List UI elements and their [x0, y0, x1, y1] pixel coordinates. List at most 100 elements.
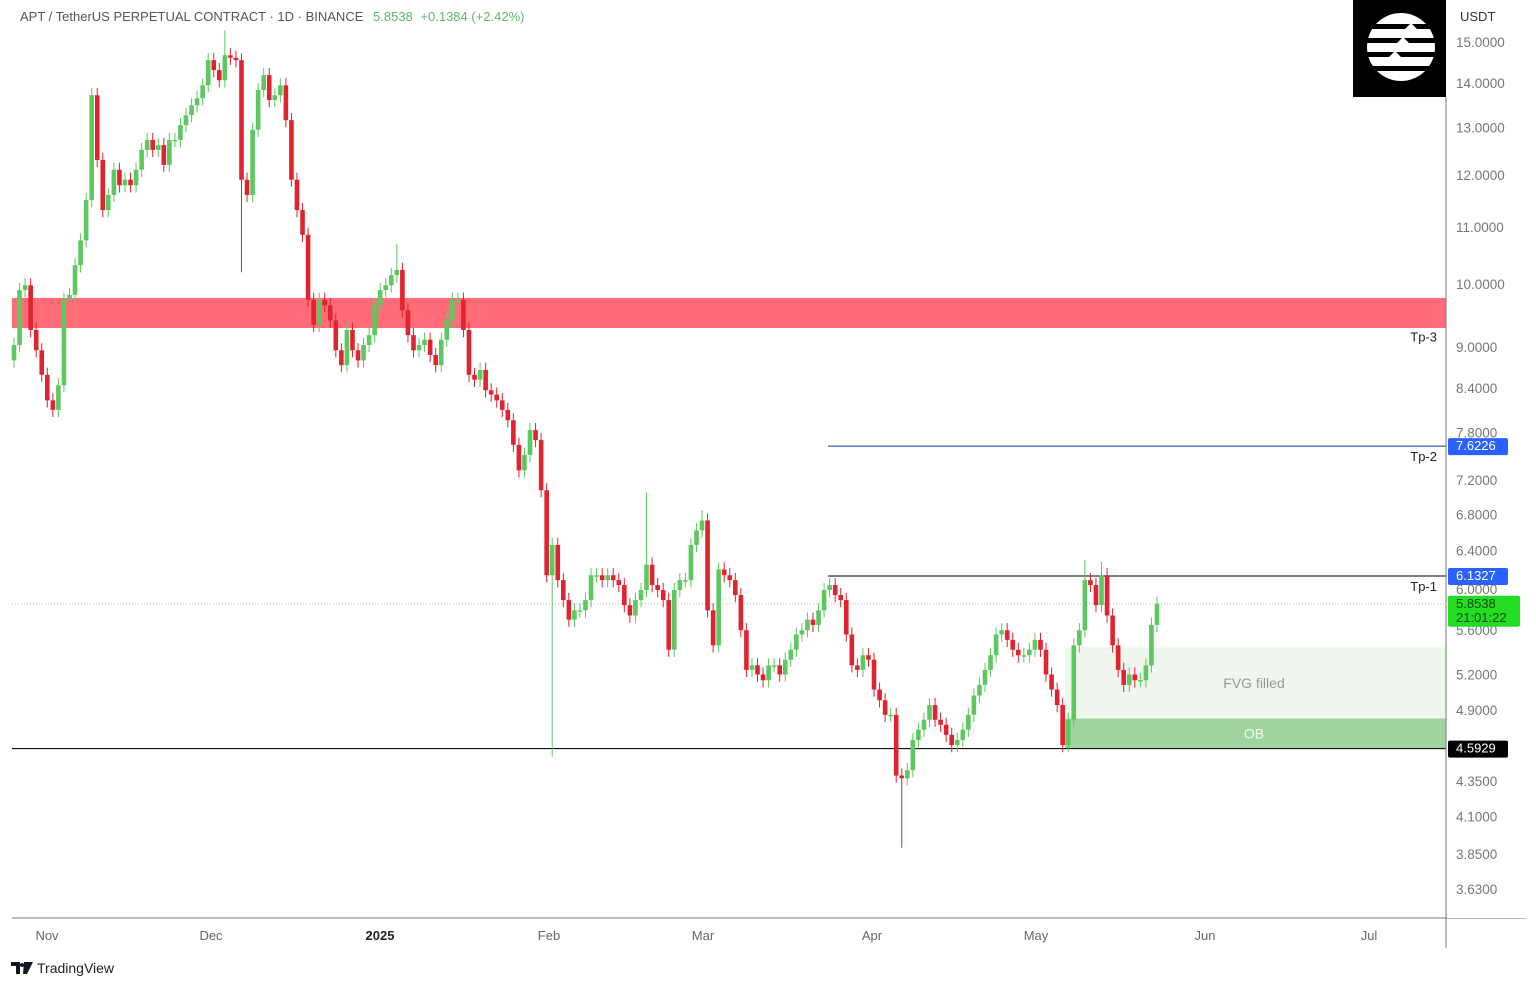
candle-body — [389, 275, 394, 286]
candle — [677, 573, 683, 598]
candle-body — [549, 544, 555, 576]
candle-body — [949, 734, 955, 746]
candle — [394, 243, 400, 283]
candle — [50, 393, 56, 418]
x-tick-label: Mar — [692, 928, 715, 943]
candle — [954, 732, 960, 753]
candle-body — [655, 585, 660, 591]
candle — [744, 623, 749, 678]
candle-body — [372, 305, 377, 336]
candle-body — [1015, 649, 1021, 656]
candle — [982, 662, 988, 693]
candles — [11, 30, 1160, 848]
candle — [511, 413, 516, 452]
candle-body — [122, 179, 128, 186]
candle-body — [666, 600, 672, 650]
candle-body — [1093, 585, 1099, 606]
candle-body — [167, 139, 172, 165]
candle-body — [427, 339, 433, 355]
candle-body — [477, 369, 483, 380]
candle-body — [94, 95, 100, 160]
candle-body — [194, 98, 200, 106]
candle-body — [1065, 719, 1071, 746]
candle — [72, 258, 78, 303]
ob-zone — [1065, 718, 1446, 749]
candle — [333, 313, 339, 358]
candle — [577, 603, 583, 618]
candle — [805, 612, 810, 638]
y-tick-label: 4.3500 — [1456, 774, 1497, 789]
candle — [666, 592, 672, 657]
candle — [855, 658, 860, 678]
candle-body — [733, 580, 738, 596]
candle-body — [688, 544, 694, 581]
candle — [738, 587, 744, 638]
tradingview-branding[interactable]: TradingView — [11, 960, 114, 976]
candle-body — [211, 60, 217, 71]
candle — [533, 422, 538, 448]
candle — [161, 138, 167, 173]
candle — [705, 513, 710, 618]
last-price: 5.8538 — [373, 9, 413, 24]
candle — [1143, 658, 1149, 688]
candle-body — [433, 354, 438, 366]
candle-body — [877, 689, 882, 701]
tp-1-price-badge — [1448, 567, 1508, 585]
candle-body — [272, 95, 278, 101]
candle-body — [139, 149, 144, 170]
y-tick-label: 13.0000 — [1456, 120, 1505, 135]
candle-body — [255, 90, 261, 130]
candle — [44, 367, 50, 408]
candle — [433, 347, 438, 373]
candle-body — [633, 600, 638, 616]
candle — [17, 282, 22, 353]
candle-body — [766, 665, 771, 681]
candle — [782, 652, 788, 682]
candle-body — [450, 299, 455, 321]
y-tick-label: 6.4000 — [1456, 543, 1497, 558]
candle — [1015, 642, 1021, 663]
candle — [938, 712, 943, 732]
candle-body — [1126, 674, 1132, 685]
candle — [943, 717, 949, 743]
candle-body — [1099, 575, 1104, 606]
current-price-badge-text: 5.8538 — [1456, 596, 1496, 611]
candle — [721, 562, 727, 583]
candle-body — [67, 294, 72, 300]
candle — [777, 658, 782, 682]
y-tick-label: 6.0000 — [1456, 582, 1497, 597]
candle — [472, 367, 477, 387]
candle-body — [771, 665, 777, 667]
candle-body — [1077, 630, 1082, 646]
tp-1-price-badge-text: 6.1327 — [1456, 568, 1496, 583]
candle-body — [594, 575, 599, 577]
candle — [1021, 648, 1027, 663]
candle-body — [832, 585, 838, 596]
candle-body — [605, 575, 610, 581]
candle-body — [311, 299, 316, 325]
candle — [272, 88, 278, 108]
candle — [1060, 697, 1065, 753]
candle — [638, 582, 644, 608]
candle — [189, 98, 194, 123]
candle — [350, 322, 355, 358]
candle — [133, 162, 139, 193]
candle — [1104, 568, 1110, 623]
candle-body — [583, 600, 588, 611]
support-price-badge — [1448, 740, 1508, 758]
candle — [594, 568, 599, 583]
candle — [172, 132, 178, 148]
candle — [283, 78, 289, 128]
candle — [194, 91, 200, 113]
candle — [555, 537, 561, 588]
candle — [1027, 642, 1032, 663]
candle-body — [1143, 665, 1149, 681]
candle — [821, 582, 827, 618]
candle-body — [971, 695, 977, 715]
candle — [327, 298, 333, 328]
tp-3-label: Tp-3 — [1410, 330, 1437, 345]
candle-body — [244, 179, 250, 195]
price-axis-bg — [1447, 0, 1536, 918]
candle-body — [28, 285, 33, 330]
